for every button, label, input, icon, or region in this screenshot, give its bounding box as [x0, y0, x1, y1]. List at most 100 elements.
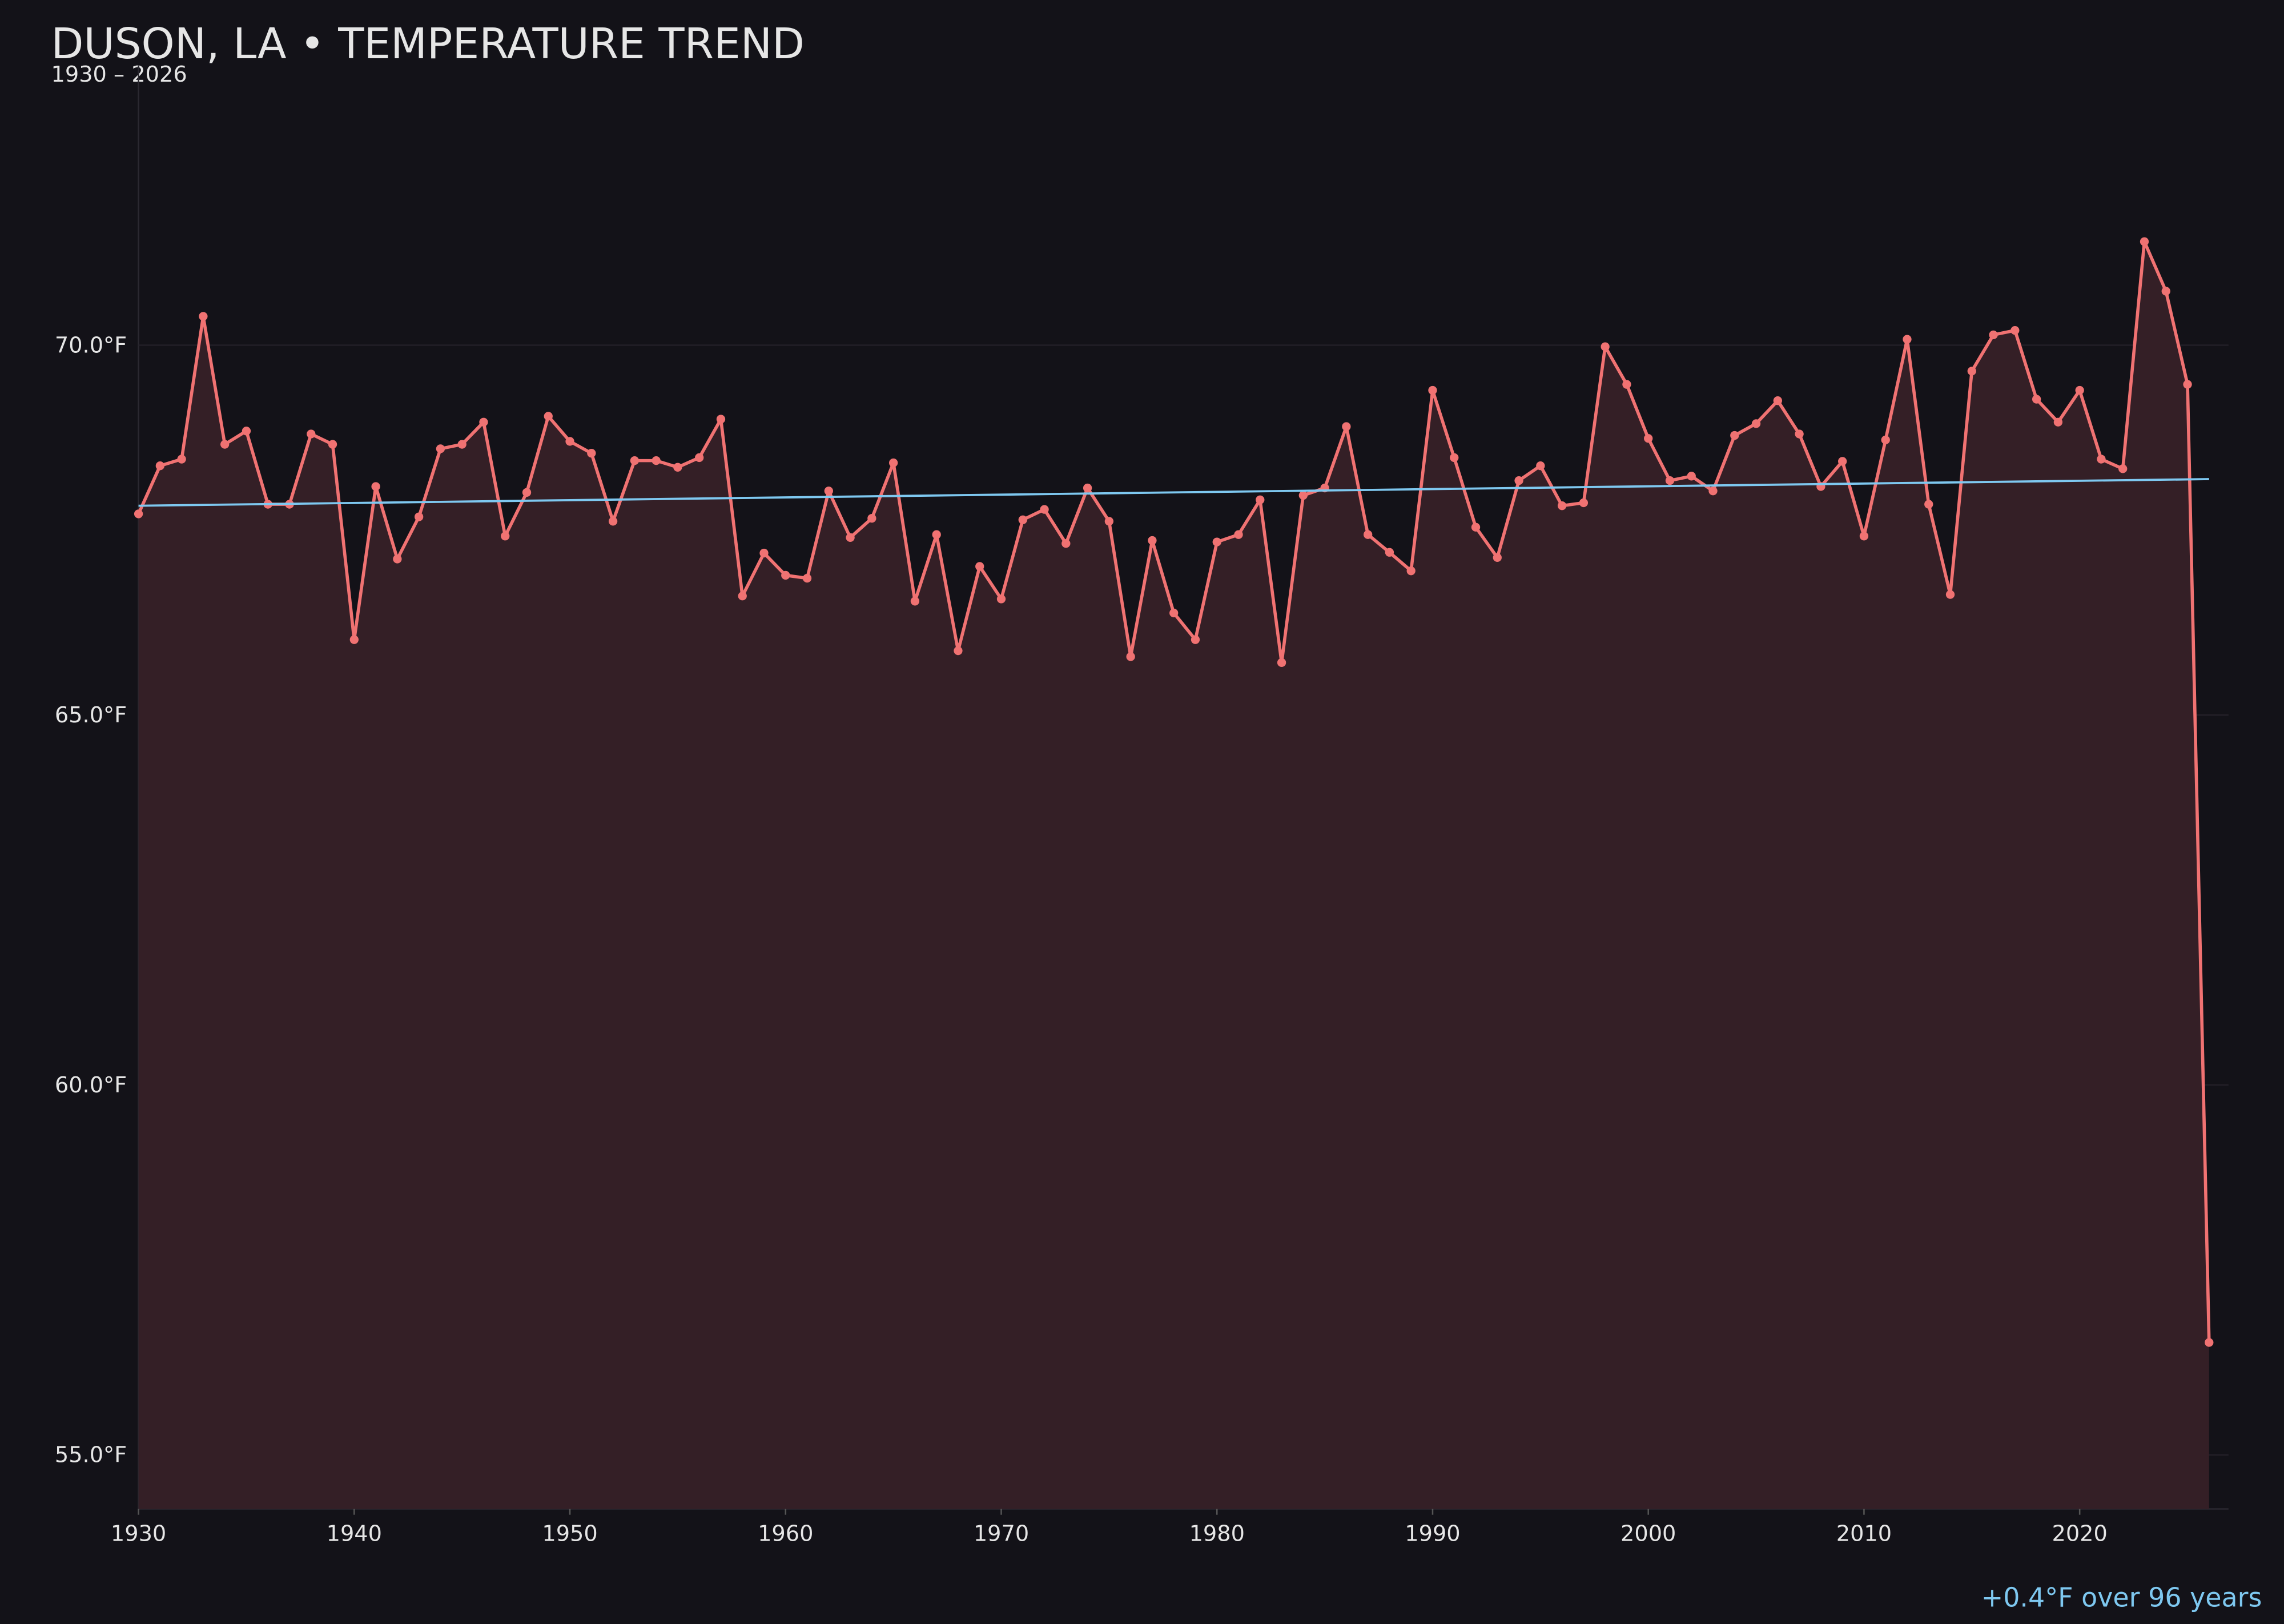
point: [759, 548, 769, 558]
point: [824, 487, 833, 496]
point: [1148, 536, 1157, 545]
point: [1557, 501, 1567, 510]
point: [522, 488, 532, 497]
x-tick-label: 1970: [974, 1521, 1029, 1547]
x-tick-label: 2020: [2052, 1521, 2107, 1547]
point: [1945, 590, 1955, 599]
point: [587, 449, 596, 458]
point: [328, 440, 337, 449]
trend-annotation: +0.4°F over 96 years: [1981, 1582, 2262, 1613]
point: [1191, 635, 1200, 644]
point: [2075, 385, 2084, 395]
point: [501, 532, 510, 541]
point: [1989, 330, 1998, 340]
point: [2161, 287, 2170, 296]
point: [1687, 472, 1696, 481]
point: [1644, 434, 1653, 443]
x-tick-label: 2000: [1620, 1521, 1676, 1547]
x-tick-label: 1930: [111, 1521, 166, 1547]
point: [1708, 487, 1718, 496]
point: [1795, 429, 1804, 439]
point: [177, 455, 186, 464]
point: [1859, 532, 1869, 541]
point: [996, 594, 1006, 604]
point: [457, 440, 467, 449]
y-tick-label: 60.0°F: [55, 1072, 127, 1098]
point: [781, 570, 790, 580]
point: [1622, 380, 1631, 389]
point: [2032, 395, 2041, 404]
area: [138, 242, 2209, 1509]
point: [479, 417, 488, 427]
point: [1234, 530, 1243, 539]
point: [2183, 380, 2192, 389]
point: [565, 437, 574, 446]
point: [1061, 539, 1071, 548]
point: [888, 458, 898, 468]
point: [155, 461, 165, 471]
point: [1212, 537, 1221, 546]
chart-subtitle: 1930 – 2026: [51, 62, 187, 87]
point: [199, 312, 208, 321]
point: [1903, 335, 1912, 344]
point: [608, 517, 618, 526]
point: [307, 429, 316, 439]
point: [932, 530, 941, 539]
point: [630, 456, 640, 465]
trend-line: [138, 478, 2209, 507]
point: [652, 456, 661, 465]
point: [134, 509, 143, 518]
point: [1967, 367, 1976, 376]
y-tick-label: 55.0°F: [55, 1442, 127, 1468]
point: [802, 573, 812, 583]
x-tick-label: 1980: [1189, 1521, 1245, 1547]
point: [1471, 522, 1481, 532]
y-tick-label: 70.0°F: [55, 332, 127, 358]
point: [738, 592, 747, 601]
point: [2053, 417, 2063, 427]
point: [2097, 455, 2106, 464]
point: [1083, 483, 1092, 493]
point: [1342, 422, 1351, 431]
point: [954, 646, 963, 656]
point: [673, 463, 682, 472]
y-tick-label: 65.0°F: [55, 702, 127, 728]
point: [1104, 517, 1114, 526]
point: [2118, 464, 2128, 473]
point: [436, 444, 445, 453]
point: [1579, 498, 1589, 508]
x-tick-label: 1990: [1405, 1521, 1460, 1547]
point: [414, 512, 424, 521]
point: [393, 554, 402, 564]
point: [1536, 461, 1545, 471]
point: [1364, 530, 1373, 539]
point: [695, 453, 704, 463]
x-tick-label: 1950: [542, 1521, 597, 1547]
point: [910, 597, 920, 606]
point: [1450, 453, 1459, 463]
point: [544, 412, 553, 421]
point: [1838, 457, 1847, 466]
x-tick-label: 2010: [1836, 1521, 1892, 1547]
point: [975, 562, 984, 571]
point: [1126, 652, 1135, 661]
point: [846, 533, 855, 542]
point: [1406, 566, 1416, 576]
point: [1665, 476, 1675, 485]
point: [867, 514, 876, 523]
point: [1924, 500, 1933, 509]
point: [2140, 237, 2149, 246]
point: [1751, 419, 1761, 428]
point: [1514, 476, 1523, 485]
point: [1385, 548, 1394, 557]
point: [242, 427, 251, 436]
point: [1018, 515, 1027, 524]
point: [716, 415, 726, 424]
point: [1428, 385, 1437, 395]
point: [371, 482, 380, 491]
x-tick-label: 1960: [758, 1521, 813, 1547]
point: [1773, 396, 1782, 405]
point: [1881, 435, 1890, 445]
